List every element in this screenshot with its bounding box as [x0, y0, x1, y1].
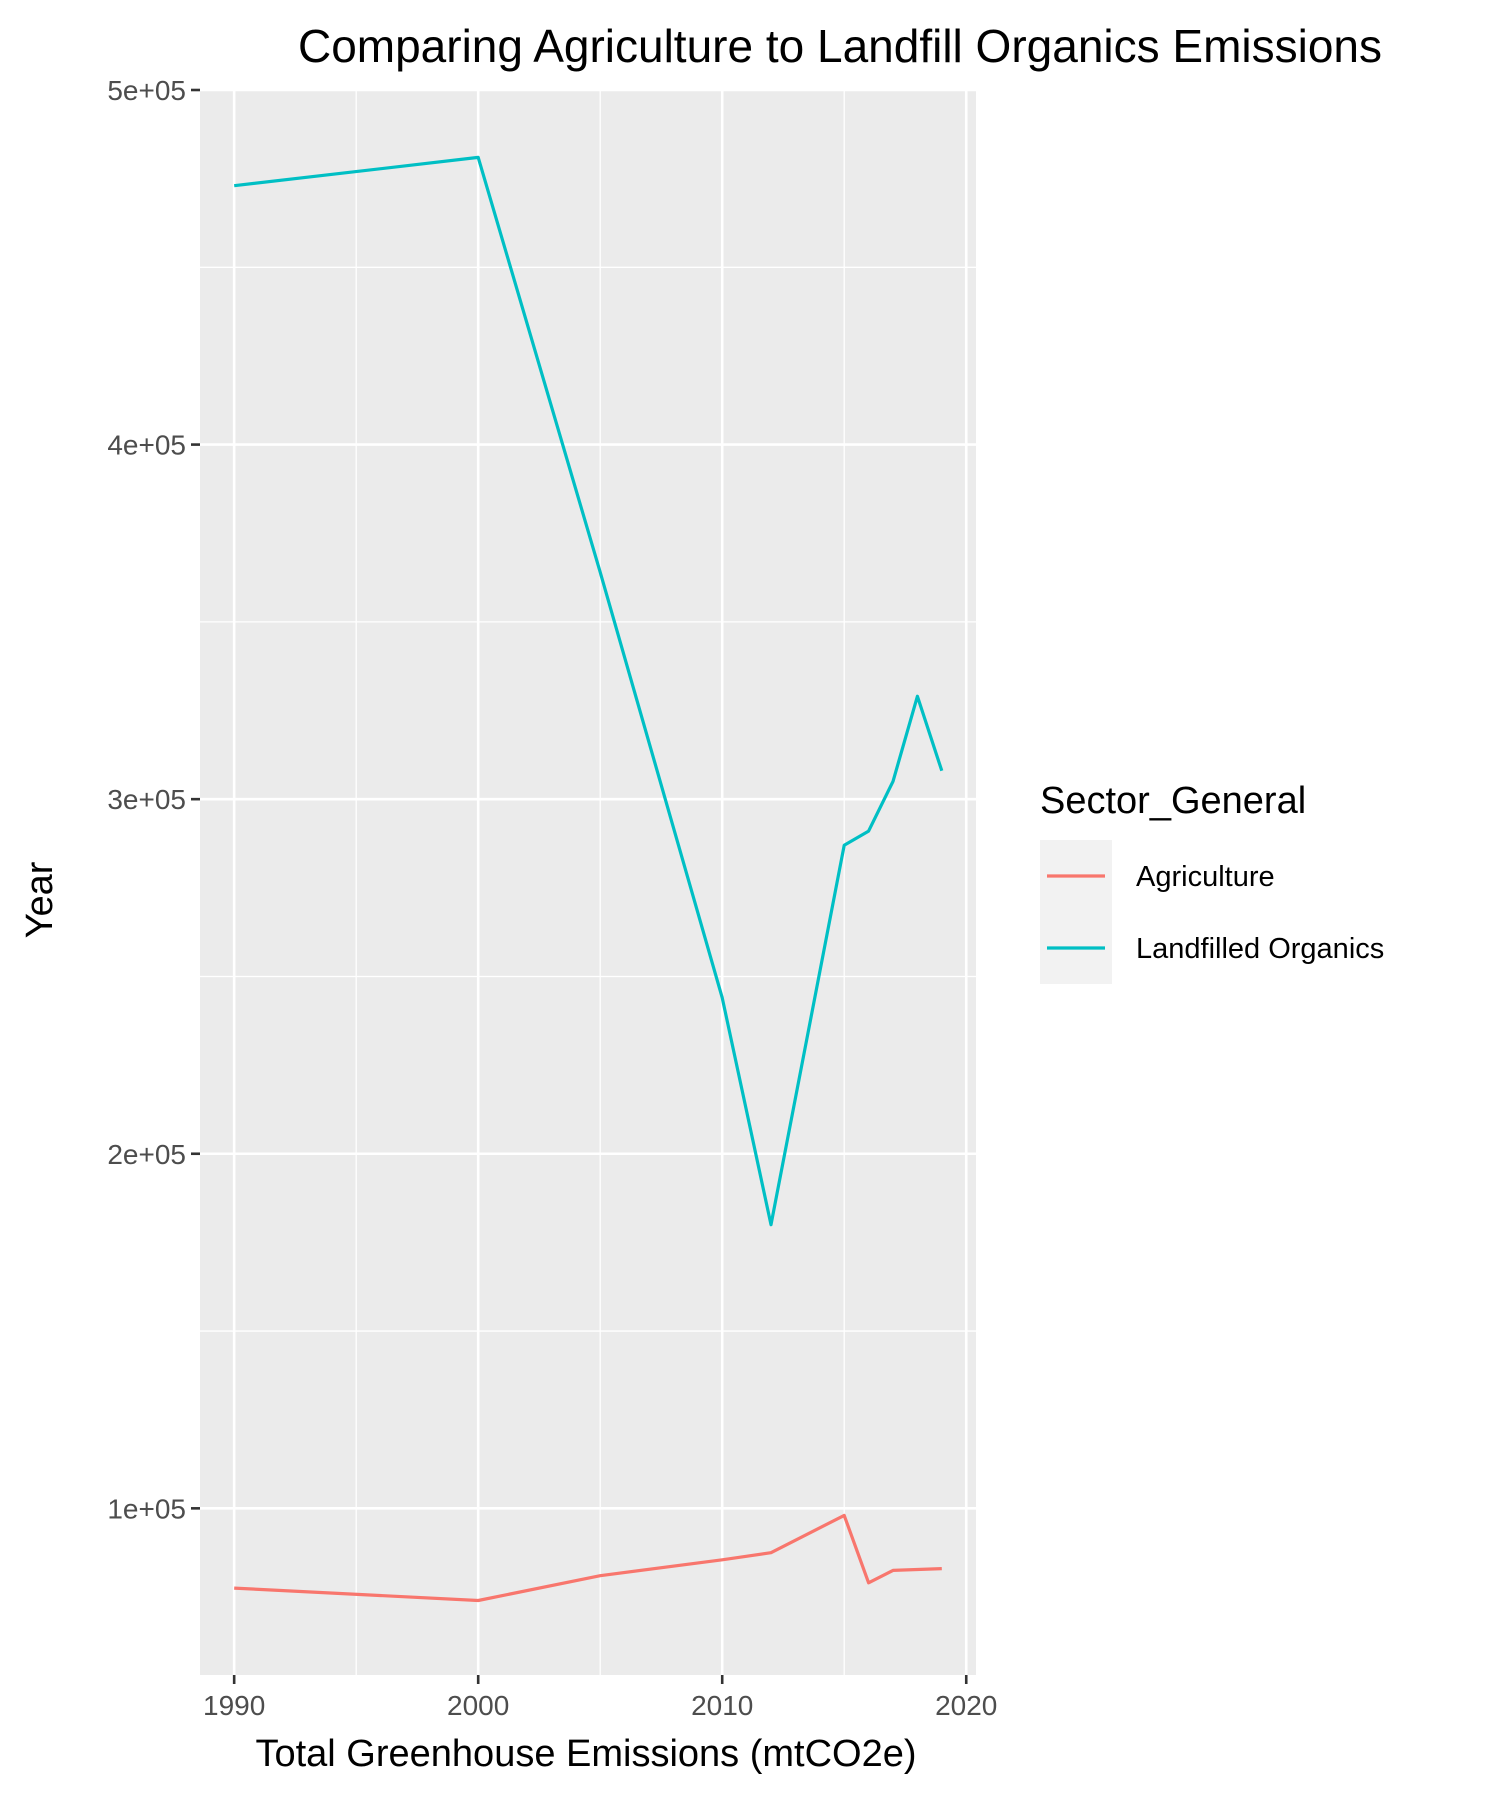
chart-title: Comparing Agriculture to Landfill Organi… — [298, 20, 1382, 72]
series-line-landfilled-organics — [234, 155, 944, 1227]
series-lines — [234, 155, 944, 1603]
legend-key-background — [1040, 840, 1112, 984]
legend-label: Landfilled Organics — [1136, 933, 1384, 965]
legend-title: Sector_General — [1040, 780, 1306, 822]
x-tick-label: 2010 — [691, 1690, 753, 1721]
legend-label: Agriculture — [1136, 861, 1275, 893]
x-axis-title: Total Greenhouse Emissions (mtCO2e) — [255, 1733, 916, 1775]
minor-gridlines — [200, 90, 976, 1675]
x-axis: 1990 2000 2010 2020 — [203, 1675, 997, 1721]
x-tick-label: 2000 — [447, 1690, 509, 1721]
x-tick-label: 1990 — [203, 1690, 265, 1721]
legend: Sector_General Agriculture Landfilled Org… — [1040, 780, 1384, 984]
x-tick-label: 2020 — [935, 1690, 997, 1721]
y-tick-label: 3e+05 — [107, 784, 186, 815]
major-gridlines — [200, 88, 976, 1675]
y-tick-label: 1e+05 — [107, 1493, 186, 1524]
y-tick-label: 5e+05 — [107, 75, 186, 106]
series-line-agriculture — [234, 1513, 942, 1603]
y-tick-label: 4e+05 — [107, 430, 186, 461]
y-axis: 1e+05 2e+05 3e+05 4e+05 5e+05 — [107, 75, 200, 1524]
y-tick-label: 2e+05 — [107, 1139, 186, 1170]
y-axis-title: Year — [19, 861, 61, 938]
plot-panel — [200, 90, 976, 1675]
